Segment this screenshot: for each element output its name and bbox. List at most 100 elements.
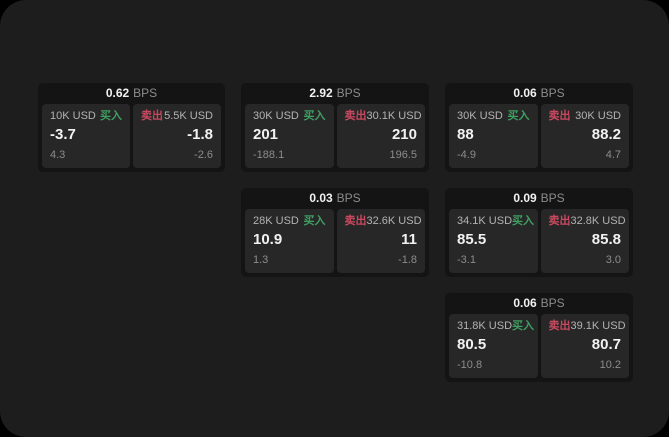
sell-price: 210 bbox=[391, 126, 417, 143]
buy-panel[interactable]: 34.1K USD 买入 85.5 -3.1 bbox=[449, 209, 538, 273]
quote-card: 0.62 BPS 10K USD 买入 -3.7 4.3 卖出 5.5K USD bbox=[38, 83, 225, 172]
sell-label-row: 卖出 5.5K USD bbox=[141, 110, 213, 123]
buy-sub-value: 4.3 bbox=[50, 149, 66, 161]
buy-amount: 34.1K USD bbox=[457, 215, 513, 227]
sell-amount: 30.1K USD bbox=[366, 110, 422, 122]
sell-panel[interactable]: 卖出 5.5K USD -1.8 -2.6 bbox=[133, 104, 221, 168]
buy-sub-value: -188.1 bbox=[253, 149, 285, 161]
buy-panel[interactable]: 30K USD 买入 88 -4.9 bbox=[449, 104, 538, 168]
buy-sub-value: -3.1 bbox=[457, 254, 476, 266]
buy-label: 买入 bbox=[303, 215, 326, 227]
quote-card: 0.06 BPS 31.8K USD 买入 80.5 -10.8 卖出 39.1… bbox=[445, 293, 633, 382]
bps-unit-label: BPS bbox=[540, 296, 565, 310]
sell-amount: 5.5K USD bbox=[164, 110, 213, 122]
buy-label: 买入 bbox=[507, 110, 530, 122]
buy-label-row: 31.8K USD 买入 bbox=[457, 320, 534, 333]
sell-panel[interactable]: 卖出 32.8K USD 85.8 3.0 bbox=[540, 209, 629, 273]
bps-header: 0.06 BPS bbox=[449, 83, 629, 104]
bps-header: 0.62 BPS bbox=[42, 83, 221, 104]
bps-unit-label: BPS bbox=[336, 191, 361, 205]
sell-label: 卖出 bbox=[548, 320, 571, 332]
card-body: 34.1K USD 买入 85.5 -3.1 卖出 32.8K USD 85.8… bbox=[449, 209, 629, 273]
card-body: 28K USD 买入 10.9 1.3 卖出 32.6K USD 11 -1.8 bbox=[245, 209, 425, 273]
bps-value: 0.06 bbox=[513, 296, 537, 310]
sell-label: 卖出 bbox=[344, 215, 367, 227]
bps-unit-label: BPS bbox=[133, 86, 158, 100]
sell-label: 卖出 bbox=[548, 215, 571, 227]
buy-panel[interactable]: 31.8K USD 买入 80.5 -10.8 bbox=[449, 314, 538, 378]
sell-sub-value: -2.6 bbox=[194, 149, 213, 161]
bps-unit-label: BPS bbox=[336, 86, 361, 100]
sell-price: 11 bbox=[401, 231, 417, 248]
sell-label-row: 卖出 30K USD bbox=[549, 110, 622, 123]
bps-value: 0.09 bbox=[513, 191, 537, 205]
buy-price: 80.5 bbox=[457, 336, 487, 353]
sell-amount: 39.1K USD bbox=[570, 320, 626, 332]
sell-panel[interactable]: 卖出 30.1K USD 210 196.5 bbox=[336, 104, 425, 168]
sell-panel[interactable]: 卖出 39.1K USD 80.7 10.2 bbox=[540, 314, 629, 378]
sell-label: 卖出 bbox=[548, 110, 571, 122]
buy-price: 10.9 bbox=[253, 231, 283, 248]
buy-label: 买入 bbox=[100, 110, 122, 122]
bps-value: 2.92 bbox=[309, 86, 333, 100]
bps-header: 0.09 BPS bbox=[449, 188, 629, 209]
bps-header: 2.92 BPS bbox=[245, 83, 425, 104]
sell-sub-value: 3.0 bbox=[605, 254, 621, 266]
bps-header: 0.03 BPS bbox=[245, 188, 425, 209]
bps-unit-label: BPS bbox=[540, 191, 565, 205]
sell-price: 80.7 bbox=[591, 336, 621, 353]
sell-price: -1.8 bbox=[187, 126, 213, 143]
buy-amount: 31.8K USD bbox=[457, 320, 513, 332]
buy-price: 88 bbox=[457, 126, 474, 143]
buy-sub-value: 1.3 bbox=[253, 254, 269, 266]
buy-label: 买入 bbox=[303, 110, 326, 122]
buy-price: 201 bbox=[253, 126, 279, 143]
sell-label-row: 卖出 32.6K USD bbox=[344, 215, 422, 228]
sell-label-row: 卖出 32.8K USD bbox=[548, 215, 626, 228]
buy-label-row: 28K USD 买入 bbox=[253, 215, 326, 228]
buy-price: 85.5 bbox=[457, 231, 487, 248]
sell-amount: 32.8K USD bbox=[570, 215, 626, 227]
sell-sub-value: 4.7 bbox=[605, 149, 621, 161]
sell-amount: 30K USD bbox=[575, 110, 621, 122]
buy-panel[interactable]: 28K USD 买入 10.9 1.3 bbox=[245, 209, 334, 273]
sell-price: 85.8 bbox=[591, 231, 621, 248]
sell-panel[interactable]: 卖出 32.6K USD 11 -1.8 bbox=[336, 209, 425, 273]
sell-label-row: 卖出 39.1K USD bbox=[548, 320, 626, 333]
card-body: 31.8K USD 买入 80.5 -10.8 卖出 39.1K USD 80.… bbox=[449, 314, 629, 378]
buy-sub-value: -10.8 bbox=[457, 359, 483, 371]
sell-price: 88.2 bbox=[591, 126, 621, 143]
card-body: 10K USD 买入 -3.7 4.3 卖出 5.5K USD -1.8 -2.… bbox=[42, 104, 221, 168]
card-body: 30K USD 买入 88 -4.9 卖出 30K USD 88.2 4.7 bbox=[449, 104, 629, 168]
quote-card: 0.03 BPS 28K USD 买入 10.9 1.3 卖出 32.6K US… bbox=[241, 188, 429, 277]
card-body: 30K USD 买入 201 -188.1 卖出 30.1K USD 210 1… bbox=[245, 104, 425, 168]
buy-label-row: 10K USD 买入 bbox=[50, 110, 122, 123]
sell-panel[interactable]: 卖出 30K USD 88.2 4.7 bbox=[540, 104, 629, 168]
buy-panel[interactable]: 30K USD 买入 201 -188.1 bbox=[245, 104, 334, 168]
buy-amount: 30K USD bbox=[457, 110, 503, 122]
buy-panel[interactable]: 10K USD 买入 -3.7 4.3 bbox=[42, 104, 130, 168]
bps-header: 0.06 BPS bbox=[449, 293, 629, 314]
buy-label: 买入 bbox=[512, 320, 535, 332]
sell-sub-value: -1.8 bbox=[398, 254, 417, 266]
buy-sub-value: -4.9 bbox=[457, 149, 476, 161]
buy-amount: 10K USD bbox=[50, 110, 96, 122]
buy-label-row: 30K USD 买入 bbox=[457, 110, 530, 123]
sell-label: 卖出 bbox=[141, 110, 163, 122]
bps-value: 0.03 bbox=[309, 191, 333, 205]
buy-amount: 28K USD bbox=[253, 215, 299, 227]
quote-card: 0.06 BPS 30K USD 买入 88 -4.9 卖出 30K USD bbox=[445, 83, 633, 172]
bps-unit-label: BPS bbox=[540, 86, 565, 100]
sell-label: 卖出 bbox=[344, 110, 367, 122]
bps-value: 0.06 bbox=[513, 86, 537, 100]
buy-label-row: 30K USD 买入 bbox=[253, 110, 326, 123]
bps-value: 0.62 bbox=[105, 86, 130, 100]
buy-label: 买入 bbox=[512, 215, 535, 227]
buy-price: -3.7 bbox=[50, 126, 76, 143]
quote-card: 0.09 BPS 34.1K USD 买入 85.5 -3.1 卖出 32.8K… bbox=[445, 188, 633, 277]
buy-label-row: 34.1K USD 买入 bbox=[457, 215, 534, 228]
sell-amount: 32.6K USD bbox=[366, 215, 422, 227]
sell-sub-value: 196.5 bbox=[389, 149, 417, 161]
quote-card: 2.92 BPS 30K USD 买入 201 -188.1 卖出 30.1K … bbox=[241, 83, 429, 172]
